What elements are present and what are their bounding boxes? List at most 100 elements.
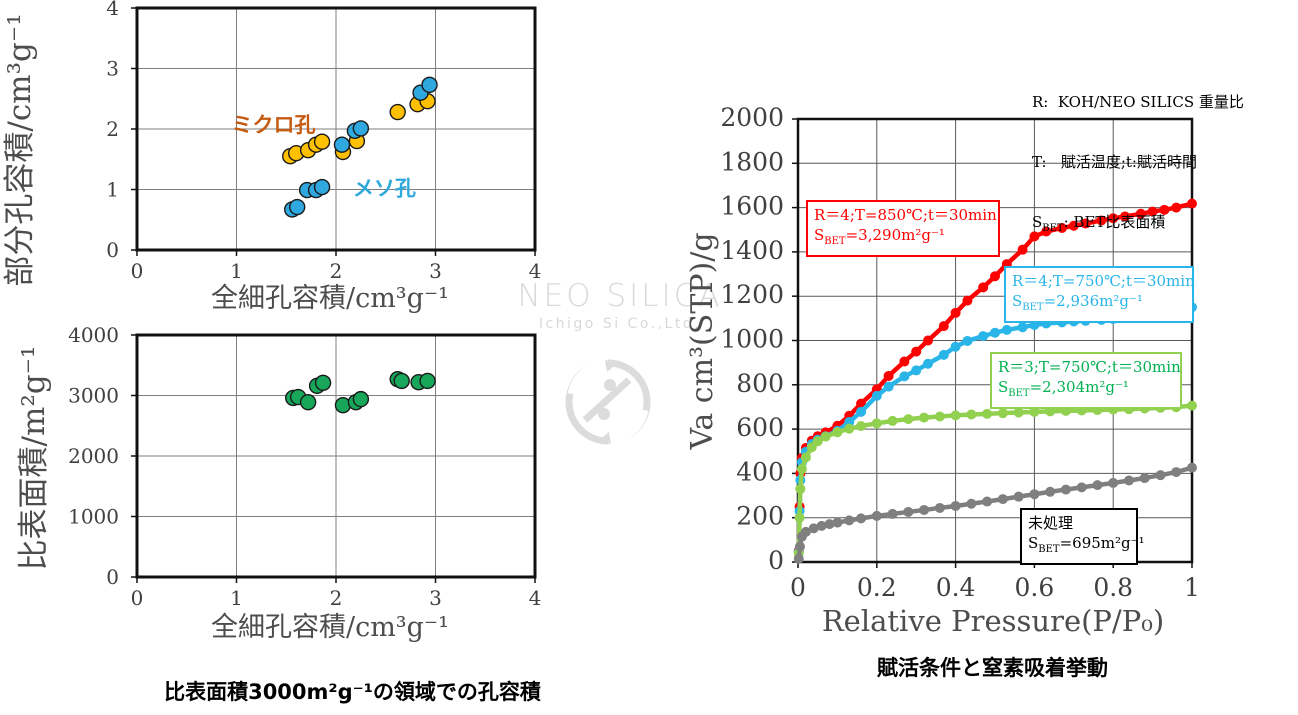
y-tick-label: 0	[106, 238, 119, 262]
data-point	[832, 517, 843, 528]
x-tick-label: 4	[529, 259, 542, 283]
annotation-condition: R＝4;T=750℃;t＝30min	[1012, 272, 1195, 290]
data-point	[903, 414, 914, 425]
data-point	[1056, 222, 1067, 233]
legend-line-t: T: 賦活温度;t:賦活時間	[1032, 153, 1197, 171]
data-point	[899, 371, 910, 382]
annotation-box-r4-t850: R＝4;T=850℃;t＝30min SBET=3,290m²g⁻¹	[806, 200, 1000, 257]
data-point	[1092, 480, 1103, 491]
data-point	[1001, 324, 1012, 335]
data-point	[1080, 218, 1091, 229]
legend-line-r: R: KOH/NEO SILICS 重量比	[1032, 93, 1244, 111]
data-point	[389, 103, 406, 121]
data-point	[1041, 226, 1052, 237]
annotation-box-r4-t750: R＝4;T=750℃;t＝30min SBET=2,936m²g⁻¹	[1004, 266, 1195, 323]
data-point	[1068, 220, 1079, 231]
data-point	[1147, 206, 1158, 217]
data-point	[824, 519, 835, 530]
data-point	[997, 494, 1008, 505]
data-point	[1060, 484, 1071, 495]
data-point	[800, 452, 811, 463]
y-tick-label: 1000	[68, 505, 119, 529]
x-tick-label: 4	[529, 586, 542, 610]
data-point	[982, 496, 993, 507]
y-tick-label: 1400	[720, 236, 784, 265]
y-tick-label: 200	[736, 502, 784, 531]
data-point	[313, 178, 331, 196]
data-point	[1076, 482, 1087, 493]
y-tick-label: 0	[768, 546, 784, 575]
legend-line-sbet: SBET: BET比表面積	[1032, 213, 1166, 234]
data-point	[883, 381, 894, 392]
x-tick-label: 1	[1184, 573, 1200, 602]
data-point	[794, 541, 805, 552]
data-point	[1029, 406, 1040, 417]
annotation-box-untreated: 未処理 SBET=695m²g⁻¹	[1020, 508, 1145, 565]
data-point	[816, 520, 827, 531]
data-point	[923, 335, 934, 346]
caption-pore-volume: 比表面積3000m²g⁻¹の領域での孔容積	[164, 680, 541, 704]
data-point	[978, 282, 989, 293]
data-point	[1139, 473, 1150, 484]
data-point	[883, 370, 894, 381]
data-point	[997, 408, 1008, 419]
x-tick-label: 2	[330, 586, 343, 610]
data-point	[1108, 213, 1119, 224]
data-point	[982, 408, 993, 419]
y-tick-label: 1800	[720, 147, 784, 176]
data-point	[313, 133, 331, 150]
data-point	[808, 523, 819, 534]
data-point	[871, 418, 882, 429]
y-tick-label: 1200	[720, 280, 784, 309]
annotation-sbet: SBET=3,290m²g⁻¹	[814, 226, 945, 247]
data-point	[352, 390, 370, 408]
data-point	[1171, 467, 1182, 478]
data-point	[299, 393, 317, 411]
x-tick-label: 2	[330, 259, 343, 283]
data-point	[1187, 198, 1197, 209]
data-point	[1013, 407, 1024, 418]
caption-adsorption: 賦活条件と窒素吸着挙動	[877, 656, 1108, 680]
data-point	[962, 335, 973, 346]
y-tick-label: 800	[736, 369, 784, 398]
data-point	[1187, 462, 1197, 473]
data-point	[887, 508, 898, 519]
data-point	[919, 504, 930, 515]
data-point	[844, 515, 855, 526]
annotation-sbet: SBET=2,304m²g⁻¹	[998, 378, 1129, 399]
data-point	[990, 327, 1000, 338]
data-point	[1108, 477, 1119, 488]
data-point	[844, 423, 855, 434]
data-point	[911, 346, 922, 357]
x-tick-label: 0	[131, 586, 144, 610]
x-tick-label: 3	[429, 586, 442, 610]
x-tick-label: 3	[429, 259, 442, 283]
x-tick-label: 0	[790, 573, 806, 602]
data-point	[923, 358, 934, 369]
data-point	[938, 349, 949, 360]
ichigo-circle-logo-icon	[565, 358, 651, 446]
data-point	[1187, 400, 1197, 411]
data-point	[1045, 486, 1056, 497]
data-point	[333, 136, 351, 153]
y-tick-label: 400	[736, 457, 784, 486]
data-point	[800, 526, 811, 537]
data-point	[950, 341, 961, 352]
y-tick-label: 4	[106, 0, 119, 20]
data-point	[820, 431, 831, 442]
data-point	[1123, 475, 1134, 486]
x-tick-label: 0.2	[857, 573, 897, 602]
y-tick-label: 2	[106, 117, 119, 141]
annotation-box-r3-t750: R＝3;T=750℃;t＝30min SBET=2,304m²g⁻¹	[990, 352, 1182, 409]
y-tick-label: 3	[106, 57, 119, 81]
y-axis-title: 比表面積/m²g⁻¹	[16, 346, 52, 571]
data-point	[795, 483, 806, 494]
x-axis-title: 全細孔容積/cm³g⁻¹	[211, 283, 449, 314]
data-point	[934, 411, 945, 422]
data-point	[793, 553, 804, 564]
x-tick-label: 1	[230, 586, 243, 610]
data-point	[903, 506, 914, 517]
data-point	[419, 372, 436, 390]
series-label: メソ孔	[353, 177, 416, 201]
y-tick-label: 1600	[720, 192, 784, 221]
